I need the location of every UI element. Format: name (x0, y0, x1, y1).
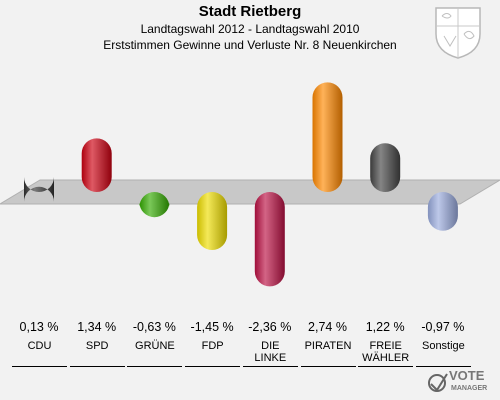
value-label: 0,13 % (19, 320, 59, 334)
bar-sonstige (427, 192, 458, 231)
category-underline (415, 366, 471, 367)
category-label: GRÜNE (135, 340, 175, 352)
category-label: FREIE WÄHLER (362, 340, 410, 364)
bar-fdp (197, 192, 228, 251)
chart-description: Erststimmen Gewinne und Verluste Nr. 8 N… (103, 38, 397, 52)
category-label: CDU (27, 340, 52, 352)
category-underline (358, 366, 414, 367)
bar-freie-wähler (370, 143, 401, 192)
category-label: PIRATEN (304, 340, 352, 352)
category-underline (242, 366, 298, 367)
coat-of-arms-icon (435, 7, 481, 59)
category-label: Sonstige (421, 340, 465, 352)
value-label: -0,97 % (421, 320, 465, 334)
category-underline (12, 366, 67, 367)
logo-subtext: MANAGER (451, 385, 487, 392)
value-label: -2,36 % (248, 320, 292, 334)
category-underline (127, 366, 183, 367)
logo-text: VOTE (449, 368, 485, 383)
category-underline (69, 366, 125, 367)
bars-group (24, 82, 458, 287)
bar-die-linke (254, 192, 285, 287)
chart-title: Stadt Rietberg (198, 3, 302, 20)
value-label: 2,74 % (308, 320, 347, 334)
bar-grüne (139, 192, 170, 218)
value-label: 1,34 % (77, 320, 117, 334)
category-underline (185, 366, 241, 367)
votemanager-logo: VOTE MANAGER (428, 368, 487, 392)
value-label: -0,63 % (132, 320, 176, 334)
bar-cdu (24, 177, 54, 202)
category-label: SPD (85, 340, 109, 352)
bar-piraten (312, 82, 343, 192)
chart-subtitle: Landtagswahl 2012 - Landtagswahl 2010 (140, 22, 360, 36)
zero-baseline-plane (0, 179, 500, 205)
category-label: DIE LINKE (254, 340, 287, 364)
bar-spd (81, 138, 112, 192)
category-label: FDP (201, 340, 224, 352)
value-label: 1,22 % (365, 320, 405, 334)
category-underline (300, 366, 356, 367)
value-label: -1,45 % (190, 320, 234, 334)
